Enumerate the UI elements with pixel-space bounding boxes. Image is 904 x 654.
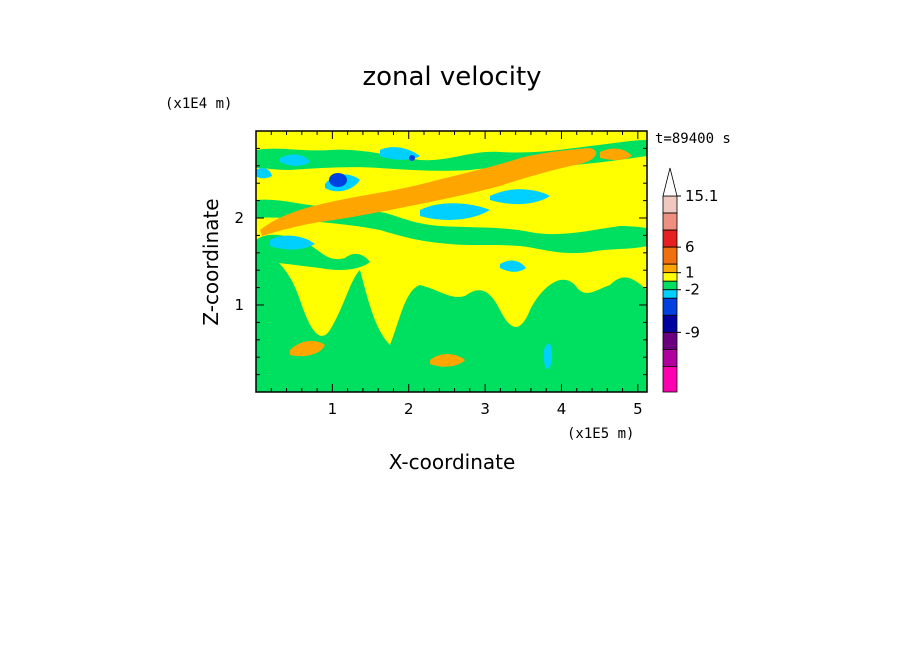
velocity-field (256, 131, 647, 392)
colorbar-label: -2 (685, 281, 700, 299)
colorbar-band (662, 297, 678, 316)
colorbar-band (662, 280, 678, 291)
y-axis-label: Z-coordinate (199, 198, 223, 325)
cyan-patches (256, 147, 552, 369)
y-ticks: 12 (234, 130, 647, 393)
y-tick-label: 1 (234, 296, 244, 314)
colorbar-band (662, 272, 678, 282)
x-tick-label: 4 (557, 400, 567, 418)
colorbar-band (662, 348, 678, 367)
blue-spots (329, 155, 415, 187)
colorbar-band (662, 366, 678, 393)
colorbar-band (662, 246, 678, 265)
x-unit-label: (x1E5 m) (567, 426, 634, 442)
y-unit-label: (x1E4 m) (165, 96, 232, 112)
colorbar-band (662, 331, 678, 350)
x-tick-label: 2 (404, 400, 414, 418)
colorbar: 15.1 6 1-2 -9 (662, 167, 718, 393)
y-tick-label: 2 (234, 209, 244, 227)
colorbar-band (662, 212, 678, 231)
plot-frame (255, 130, 648, 393)
colorbar-band (662, 314, 678, 333)
colorbar-band (662, 289, 678, 299)
x-tick-label: 3 (480, 400, 490, 418)
colorbar-label: 1 (685, 264, 695, 282)
colorbar-band (662, 263, 678, 274)
colorbar-band (662, 229, 678, 248)
colorbar-extension (662, 167, 678, 197)
time-label: t=89400 s (655, 131, 731, 147)
x-ticks: 1 2 3 4 5 (255, 131, 643, 418)
chart-title: zonal velocity (362, 62, 541, 92)
colorbar-label: 15.1 (685, 187, 718, 205)
x-tick-label: 5 (633, 400, 643, 418)
colorbar-label: -9 (685, 323, 700, 341)
orange-bands (260, 148, 632, 367)
colorbar-label: 6 (685, 238, 695, 256)
colorbar-band (662, 195, 678, 214)
x-tick-label: 1 (328, 400, 338, 418)
x-axis-label: X-coordinate (389, 450, 516, 474)
